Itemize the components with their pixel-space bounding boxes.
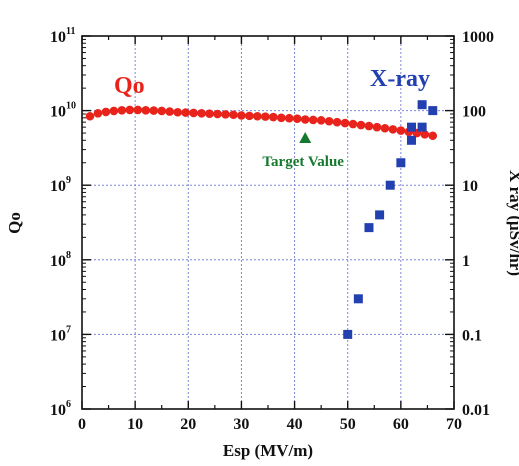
xray-series-label: X-ray bbox=[370, 66, 430, 92]
qo-point bbox=[269, 112, 278, 122]
y-left-tick-label: 1010 bbox=[50, 101, 76, 121]
qo-point bbox=[300, 115, 310, 124]
qo-point bbox=[253, 111, 262, 121]
y-right-tick-labels: 0.01 0.1 1 10 100 1000 bbox=[462, 29, 494, 419]
x-tick-label: 30 bbox=[233, 416, 249, 433]
xray-point bbox=[396, 158, 406, 168]
qo-point bbox=[420, 130, 430, 139]
qo-point bbox=[189, 108, 198, 118]
qo-point bbox=[181, 108, 190, 117]
qo-point bbox=[372, 122, 382, 132]
y-right-tick-label: 0.01 bbox=[462, 402, 490, 419]
qo-point bbox=[133, 105, 143, 115]
xray-point bbox=[353, 294, 363, 304]
qo-point bbox=[261, 112, 270, 121]
target-value-label: Target Value bbox=[262, 154, 344, 170]
x-tick-labels: 0 10 20 30 40 50 60 70 bbox=[78, 416, 462, 433]
qo-point bbox=[396, 126, 406, 135]
qo-point bbox=[292, 114, 302, 123]
qo-series-label: Qo bbox=[114, 73, 145, 99]
y-left-tick-label: 1011 bbox=[50, 26, 75, 46]
qo-point bbox=[356, 120, 366, 130]
y-left-tick-label: 107 bbox=[50, 324, 71, 344]
x-tick-label: 60 bbox=[393, 416, 409, 433]
target-value-marker bbox=[299, 131, 312, 143]
qo-point bbox=[308, 115, 318, 125]
axis-ticks bbox=[81, 35, 455, 410]
qo-point bbox=[284, 113, 294, 123]
y-right-tick-label: 100 bbox=[462, 104, 486, 121]
qo-point bbox=[380, 123, 390, 133]
xray-series bbox=[343, 100, 438, 339]
qo-point bbox=[316, 116, 326, 125]
xray-point bbox=[364, 223, 374, 233]
y-left-tick-label: 106 bbox=[50, 399, 71, 419]
qo-point bbox=[125, 105, 135, 115]
qo-point bbox=[348, 119, 358, 129]
y-right-tick-label: 10 bbox=[462, 178, 478, 195]
qo-point bbox=[324, 116, 334, 126]
qo-point bbox=[237, 111, 246, 120]
xray-point bbox=[375, 210, 385, 220]
qo-point bbox=[149, 106, 159, 115]
y-left-tick-label: 109 bbox=[50, 175, 71, 195]
qo-point bbox=[85, 111, 95, 121]
xray-point bbox=[343, 329, 353, 339]
xray-point bbox=[406, 135, 416, 145]
qo-point bbox=[197, 109, 206, 118]
x-tick-label: 0 bbox=[78, 416, 86, 433]
xray-point bbox=[406, 122, 416, 132]
y-left-axis-label: Qo bbox=[5, 212, 24, 234]
qo-point bbox=[364, 121, 374, 131]
qo-point bbox=[165, 107, 174, 116]
qo-point bbox=[332, 117, 342, 127]
xray-point bbox=[385, 180, 395, 190]
x-tick-label: 40 bbox=[287, 416, 303, 433]
qo-point bbox=[205, 109, 214, 118]
x-tick-label: 10 bbox=[127, 416, 143, 433]
qo-point bbox=[173, 107, 182, 117]
y-right-axis-label: X ray (μSv/hr) bbox=[506, 170, 519, 276]
x-tick-label: 70 bbox=[446, 416, 462, 433]
qo-point bbox=[388, 125, 398, 134]
qo-point bbox=[221, 110, 230, 119]
x-axis-label: Esp (MV/m) bbox=[223, 441, 313, 460]
qo-series bbox=[85, 105, 438, 141]
qo-point bbox=[109, 106, 119, 116]
qo-point bbox=[213, 109, 222, 119]
qo-point bbox=[245, 111, 254, 121]
y-right-tick-label: 1 bbox=[462, 253, 470, 270]
qo-point bbox=[276, 113, 286, 123]
xray-point bbox=[428, 106, 438, 116]
y-right-tick-label: 1000 bbox=[462, 29, 494, 46]
qo-point bbox=[101, 107, 111, 117]
x-tick-label: 20 bbox=[180, 416, 196, 433]
qo-point bbox=[93, 109, 103, 118]
qo-point bbox=[229, 110, 238, 120]
xray-point bbox=[417, 100, 427, 110]
qo-point bbox=[117, 105, 127, 115]
qo-point bbox=[141, 105, 151, 115]
y-left-tick-labels: 106 107 108 109 1010 1011 bbox=[50, 26, 76, 419]
annotations: Target Value bbox=[262, 131, 344, 170]
y-left-tick-label: 108 bbox=[50, 250, 71, 270]
y-right-tick-label: 0.1 bbox=[462, 327, 482, 344]
qo-point bbox=[340, 118, 350, 128]
qo-point bbox=[428, 131, 438, 141]
x-tick-label: 50 bbox=[340, 416, 356, 433]
qo-point bbox=[157, 106, 167, 116]
xray-point bbox=[417, 122, 427, 132]
